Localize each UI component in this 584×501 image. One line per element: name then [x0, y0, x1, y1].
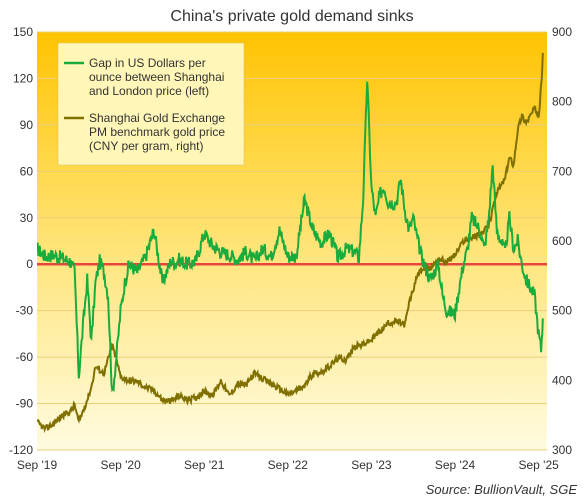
x-tick-label: Sep '21	[184, 458, 225, 472]
x-tick-label: Sep '22	[268, 458, 309, 472]
legend-label-sge-line1: Shanghai Gold Exchange	[89, 111, 225, 125]
right-tick-label: 600	[552, 234, 572, 248]
legend-label-gap-line2: ounce between Shanghai	[89, 70, 224, 84]
left-tick-label: 90	[20, 118, 34, 132]
legend-label-sge-line3: (CNY per gram, right)	[89, 139, 203, 153]
chart-title: China's private gold demand sinks	[170, 8, 413, 25]
legend-label-gap-line3: and London price (left)	[89, 84, 209, 98]
legend-box	[57, 42, 245, 166]
x-tick-label: Sep '19	[17, 458, 58, 472]
left-tick-label: 150	[13, 25, 33, 39]
left-tick-label: 60	[20, 164, 34, 178]
x-tick-label: Sep '23	[351, 458, 392, 472]
right-y-axis-ticks: 900 800 700 600 500 400 300	[552, 25, 572, 457]
legend-label-gap-line1: Gap in US Dollars per	[89, 56, 206, 70]
left-tick-label: 120	[13, 71, 33, 85]
legend-label-sge-line2: PM benchmark gold price	[89, 125, 225, 139]
series-line-sge-price	[37, 52, 544, 434]
x-tick-label: Sep '24	[435, 458, 476, 472]
legend: Gap in US Dollars per ounce between Shan…	[57, 42, 245, 166]
left-y-axis-ticks: 150 120 90 60 30 0 -30 -60 -90 -120	[9, 25, 33, 457]
left-tick-label: 30	[20, 211, 34, 225]
left-tick-label: -90	[16, 397, 34, 411]
left-tick-label: -30	[16, 304, 34, 318]
right-tick-label: 300	[552, 443, 572, 457]
right-tick-label: 900	[552, 25, 572, 39]
series-line-gap	[37, 81, 544, 393]
right-tick-label: 400	[552, 373, 572, 387]
right-tick-label: 800	[552, 95, 572, 109]
source-note: Source: BullionVault, SGE	[426, 482, 578, 497]
right-tick-label: 700	[552, 164, 572, 178]
x-tick-label: Sep '20	[100, 458, 141, 472]
x-tick-label: Sep '25	[518, 458, 559, 472]
left-tick-label: -120	[9, 443, 33, 457]
left-tick-label: 0	[26, 257, 33, 271]
right-tick-label: 500	[552, 304, 572, 318]
left-tick-label: -60	[16, 350, 34, 364]
x-axis-ticks: Sep '19 Sep '20 Sep '21 Sep '22 Sep '23 Sep '…	[17, 458, 559, 472]
